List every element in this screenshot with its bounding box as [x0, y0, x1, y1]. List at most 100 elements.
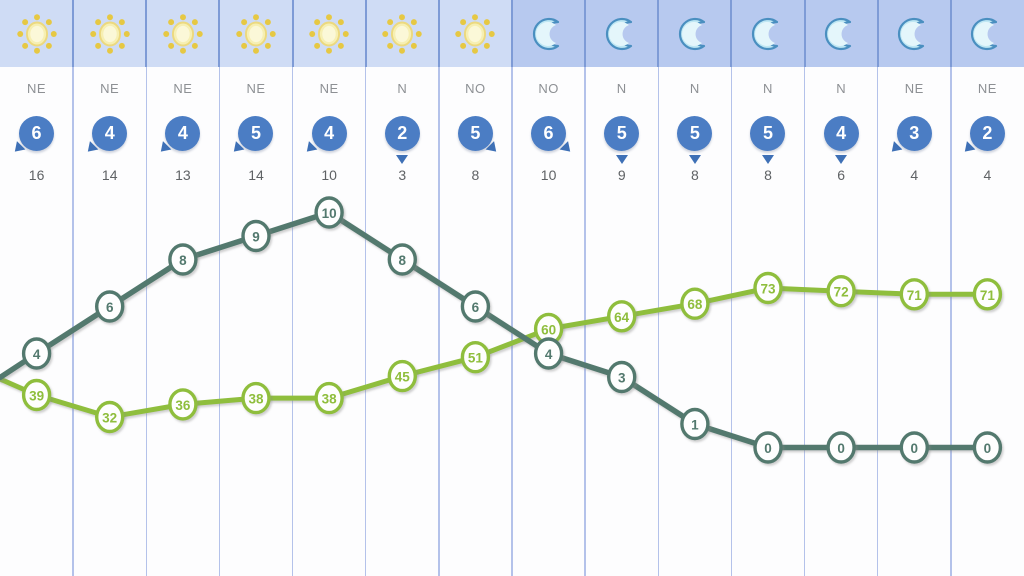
wind-speed-value: 5: [250, 123, 261, 143]
header-separator-line: [949, 0, 952, 67]
wind-speed-value: 2: [982, 123, 993, 143]
sun-icon: [452, 11, 498, 57]
sky-condition-cell: [658, 0, 731, 67]
wind-direction-label: NE: [319, 81, 339, 96]
wind-speed-badge: 4: [823, 116, 859, 151]
sky-condition-cell: [366, 0, 439, 67]
wind-direction-arrow-icon: [761, 155, 774, 164]
wind-gust-value: 4: [910, 167, 919, 183]
header-separator-line: [291, 0, 294, 67]
wind-speed-value: 4: [104, 123, 115, 143]
wind-direction-label: NO: [538, 81, 559, 96]
header-separator-line: [730, 0, 733, 67]
wind-speed-value: 5: [689, 123, 700, 143]
wind-direction-label: NE: [246, 81, 266, 96]
wind-speed-badge: 2: [384, 116, 420, 151]
forecast-column: NO 5 8: [439, 0, 512, 576]
wind-gust-value: 3: [398, 167, 407, 183]
wind-speed-badge: 2: [969, 116, 1005, 151]
wind-direction-arrow-icon: [835, 155, 848, 164]
forecast-column: NE 5 14: [219, 0, 292, 576]
wind-gust-value: 8: [690, 167, 699, 183]
sun-icon: [87, 11, 133, 57]
wind-gust-value: 4: [983, 167, 992, 183]
forecast-column: NE 4 10: [293, 0, 366, 576]
wind-direction-arrow-icon: [615, 155, 628, 164]
wind-speed-badge: 4: [311, 116, 347, 151]
forecast-column: NE 4 14: [73, 0, 146, 576]
wind-speed-badge: 3: [896, 116, 932, 151]
wind-speed-value: 4: [177, 123, 188, 143]
wind-speed-value: 5: [470, 123, 481, 143]
header-separator-line: [657, 0, 660, 67]
wind-speed-badge: 4: [92, 116, 128, 151]
wind-speed-badge: 5: [238, 116, 274, 151]
sky-condition-cell: [805, 0, 878, 67]
wind-gust-value: 8: [764, 167, 772, 183]
wind-speed-value: 5: [616, 123, 627, 143]
header-separator-line: [72, 0, 75, 67]
header-separator-line: [584, 0, 587, 67]
header-separator-line: [145, 0, 148, 67]
sun-icon: [306, 11, 352, 57]
wind-direction-label: N: [836, 81, 847, 96]
wind-direction-label: N: [763, 81, 773, 96]
sky-condition-cell: [731, 0, 804, 67]
wind-direction-label: NE: [904, 81, 924, 96]
forecast-column: NE 3 4: [878, 0, 951, 576]
sun-icon: [160, 11, 206, 57]
moon-icon: [602, 12, 642, 56]
forecast-column: NO 6 10: [512, 0, 585, 576]
moon-icon: [675, 12, 715, 56]
wind-gust-value: 16: [28, 167, 45, 183]
wind-direction-label: N: [689, 81, 700, 96]
sun-icon: [14, 11, 60, 57]
wind-direction-label: NE: [27, 81, 47, 96]
forecast-column: N 2 3: [366, 0, 439, 576]
wind-speed-badge: 6: [19, 116, 55, 151]
sky-condition-cell: [146, 0, 219, 67]
wind-direction-arrow-icon: [688, 155, 701, 164]
sky-condition-cell: [439, 0, 512, 67]
wind-speed-value: 4: [324, 123, 335, 143]
wind-gust-value: 8: [471, 167, 480, 183]
forecast-column: N 5 8: [658, 0, 731, 576]
sky-condition-cell: [73, 0, 146, 67]
wind-gust-value: 13: [175, 167, 191, 183]
moon-icon: [529, 12, 569, 56]
wind-speed-badge: 5: [604, 116, 640, 151]
wind-speed-value: 3: [909, 123, 920, 143]
header-separator-line: [364, 0, 367, 67]
wind-direction-label: N: [616, 81, 627, 96]
forecast-column: N 5 8: [731, 0, 804, 576]
wind-speed-value: 5: [762, 123, 773, 143]
wind-speed-value: 6: [543, 123, 554, 143]
wind-speed-badge: 6: [531, 116, 567, 151]
wind-speed-value: 2: [397, 123, 408, 143]
wind-gust-value: 6: [837, 167, 846, 183]
sky-condition-cell: [512, 0, 585, 67]
wind-gust-value: 14: [101, 167, 118, 183]
wind-speed-badge: 4: [165, 116, 201, 151]
moon-icon: [894, 12, 934, 56]
forecast-column: N 5 9: [585, 0, 658, 576]
wind-direction-label: NO: [465, 81, 486, 96]
wind-speed-badge: 5: [677, 116, 713, 151]
wind-gust-value: 10: [540, 167, 557, 183]
moon-icon: [748, 12, 788, 56]
sky-condition-cell: [219, 0, 292, 67]
header-separator-line: [511, 0, 513, 67]
forecast-column: N 4 6: [805, 0, 878, 576]
sky-condition-cell: [878, 0, 951, 67]
wind-speed-badge: 5: [457, 116, 493, 151]
sun-icon: [233, 11, 279, 57]
forecast-column: NE 2 4: [951, 0, 1024, 576]
wind-direction-label: NE: [173, 81, 193, 96]
forecast-column: NE 4 13: [146, 0, 219, 576]
sky-condition-cell: [585, 0, 658, 67]
wind-speed-value: 6: [31, 123, 42, 143]
wind-direction-arrow-icon: [396, 155, 409, 164]
wind-direction-label: NE: [100, 81, 120, 96]
wind-direction-label: NE: [977, 81, 997, 96]
